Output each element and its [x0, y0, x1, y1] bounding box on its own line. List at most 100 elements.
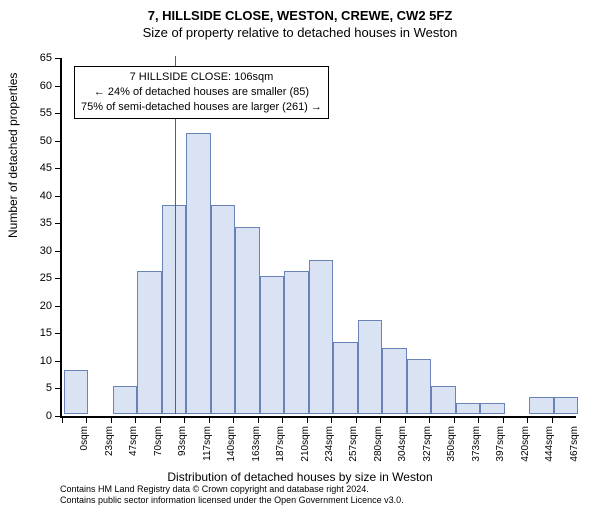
histogram-bar [480, 403, 504, 414]
y-tick-label: 10 [22, 355, 52, 367]
y-tick-label: 55 [22, 107, 52, 119]
x-tick-label: 327sqm [422, 426, 433, 466]
y-tick-label: 25 [22, 272, 52, 284]
x-tick-mark [429, 418, 430, 423]
y-tick-mark [55, 388, 60, 389]
histogram-bar [554, 397, 578, 414]
x-tick-label: 70sqm [153, 426, 164, 466]
y-tick-mark [55, 113, 60, 114]
y-tick-mark [55, 278, 60, 279]
y-tick-label: 35 [22, 217, 52, 229]
plot-area: 7 HILLSIDE CLOSE: 106sqm← 24% of detache… [60, 58, 576, 418]
x-tick-mark [62, 418, 63, 423]
y-tick-mark [55, 416, 60, 417]
y-tick-mark [55, 141, 60, 142]
x-tick-mark [86, 418, 87, 423]
histogram-bar [284, 271, 308, 414]
annotation-box: 7 HILLSIDE CLOSE: 106sqm← 24% of detache… [74, 66, 329, 119]
x-tick-mark [209, 418, 210, 423]
y-tick-label: 50 [22, 135, 52, 147]
x-tick-mark [160, 418, 161, 423]
y-tick-label: 60 [22, 80, 52, 92]
x-tick-label: 93sqm [177, 426, 188, 466]
chart-subtitle: Size of property relative to detached ho… [0, 25, 600, 40]
x-tick-label: 467sqm [569, 426, 580, 466]
x-tick-mark [184, 418, 185, 423]
histogram-bar [456, 403, 480, 414]
chart-container: 7, HILLSIDE CLOSE, WESTON, CREWE, CW2 5F… [0, 8, 600, 508]
x-tick-mark [258, 418, 259, 423]
x-tick-mark [454, 418, 455, 423]
y-tick-label: 40 [22, 190, 52, 202]
histogram-bar [113, 386, 137, 414]
x-tick-mark [111, 418, 112, 423]
x-tick-label: 163sqm [251, 426, 262, 466]
y-tick-mark [55, 251, 60, 252]
x-tick-label: 350sqm [446, 426, 457, 466]
histogram-bar [309, 260, 333, 414]
x-tick-label: 47sqm [128, 426, 139, 466]
histogram-bar [64, 370, 88, 414]
y-tick-mark [55, 86, 60, 87]
x-tick-label: 257sqm [348, 426, 359, 466]
x-tick-mark [380, 418, 381, 423]
y-tick-label: 0 [22, 410, 52, 422]
histogram-bar [235, 227, 259, 414]
x-tick-label: 187sqm [275, 426, 286, 466]
y-tick-mark [55, 223, 60, 224]
y-tick-label: 15 [22, 327, 52, 339]
x-tick-mark [552, 418, 553, 423]
y-tick-label: 45 [22, 162, 52, 174]
histogram-bar [260, 276, 284, 414]
histogram-bar [529, 397, 553, 414]
annot-line: 75% of semi-detached houses are larger (… [81, 100, 322, 115]
footer-line: Contains HM Land Registry data © Crown c… [60, 484, 404, 495]
y-tick-mark [55, 361, 60, 362]
x-tick-mark [233, 418, 234, 423]
histogram-bar [211, 205, 235, 414]
x-tick-label: 444sqm [544, 426, 555, 466]
y-tick-label: 30 [22, 245, 52, 257]
y-tick-mark [55, 306, 60, 307]
histogram-bar [186, 133, 210, 414]
x-tick-mark [527, 418, 528, 423]
x-tick-label: 397sqm [495, 426, 506, 466]
x-tick-label: 304sqm [397, 426, 408, 466]
x-tick-mark [503, 418, 504, 423]
histogram-bar [382, 348, 406, 414]
annot-line: 7 HILLSIDE CLOSE: 106sqm [81, 70, 322, 85]
x-tick-mark [331, 418, 332, 423]
chart-title: 7, HILLSIDE CLOSE, WESTON, CREWE, CW2 5F… [0, 8, 600, 23]
y-axis-label: Number of detached properties [6, 73, 20, 238]
x-tick-mark [135, 418, 136, 423]
x-tick-mark [282, 418, 283, 423]
x-axis-title: Distribution of detached houses by size … [0, 470, 600, 484]
x-tick-mark [405, 418, 406, 423]
histogram-bar [358, 320, 382, 414]
x-tick-label: 373sqm [471, 426, 482, 466]
histogram-bar [333, 342, 357, 414]
y-tick-label: 20 [22, 300, 52, 312]
x-tick-label: 420sqm [520, 426, 531, 466]
x-tick-mark [356, 418, 357, 423]
y-tick-mark [55, 333, 60, 334]
x-tick-mark [478, 418, 479, 423]
x-tick-label: 210sqm [300, 426, 311, 466]
x-tick-label: 234sqm [324, 426, 335, 466]
histogram-bar [162, 205, 186, 414]
histogram-bar [137, 271, 161, 414]
x-tick-label: 0sqm [79, 426, 90, 466]
histogram-bar [431, 386, 455, 414]
y-tick-mark [55, 168, 60, 169]
y-tick-mark [55, 58, 60, 59]
y-tick-mark [55, 196, 60, 197]
x-tick-label: 23sqm [104, 426, 115, 466]
annot-line: ← 24% of detached houses are smaller (85… [81, 85, 322, 100]
x-tick-label: 117sqm [202, 426, 213, 466]
y-tick-label: 5 [22, 382, 52, 394]
x-tick-mark [307, 418, 308, 423]
footer-attribution: Contains HM Land Registry data © Crown c… [60, 484, 404, 506]
y-tick-label: 65 [22, 52, 52, 64]
x-tick-label: 140sqm [226, 426, 237, 466]
histogram-bar [407, 359, 431, 414]
